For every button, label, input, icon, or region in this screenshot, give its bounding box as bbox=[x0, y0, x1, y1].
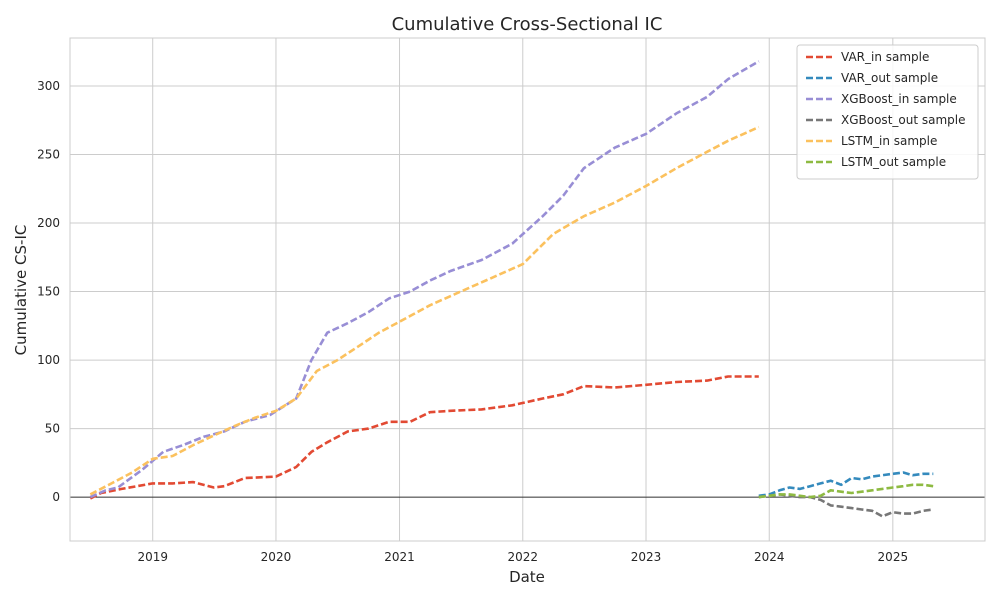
y-tick-label: 300 bbox=[37, 79, 60, 93]
x-tick-label: 2025 bbox=[878, 550, 909, 564]
series-line-xgboost-out-sample bbox=[758, 493, 934, 518]
plot-frame bbox=[69, 37, 986, 542]
x-tick-labels: 2019 2020 2021 2022 2023 2024 2025 bbox=[137, 550, 908, 564]
series-line-xgboost-in-sample bbox=[89, 60, 760, 499]
y-tick-label: 250 bbox=[37, 147, 60, 161]
series-line-var-out-sample bbox=[758, 471, 934, 498]
series-layer bbox=[89, 60, 934, 518]
y-tick-label: 0 bbox=[52, 490, 60, 504]
y-tick-label: 100 bbox=[37, 353, 60, 367]
legend-label: XGBoost_in sample bbox=[841, 92, 957, 106]
y-tick-labels: 0 50 100 150 200 250 300 bbox=[37, 79, 60, 504]
legend-label: XGBoost_out sample bbox=[841, 113, 966, 127]
x-tick-label: 2024 bbox=[754, 550, 785, 564]
series-line-lstm-in-sample bbox=[89, 125, 760, 496]
x-tick-label: 2021 bbox=[384, 550, 415, 564]
x-tick-label: 2019 bbox=[137, 550, 168, 564]
legend-box bbox=[796, 44, 979, 180]
chart-title: Cumulative Cross-Sectional IC bbox=[392, 14, 663, 35]
x-tick-label: 2022 bbox=[507, 550, 538, 564]
x-tick-label: 2020 bbox=[261, 550, 292, 564]
legend-label: LSTM_in sample bbox=[841, 134, 937, 148]
y-axis-label: Cumulative CS-IC bbox=[12, 225, 30, 356]
y-tick-label: 150 bbox=[37, 285, 60, 299]
legend: VAR_in sample VAR_out sample XGBoost_in sa… bbox=[796, 44, 979, 180]
legend-label: LSTM_out sample bbox=[841, 155, 946, 169]
x-tick-label: 2023 bbox=[631, 550, 662, 564]
legend-label: VAR_in sample bbox=[841, 50, 929, 64]
y-tick-label: 50 bbox=[45, 422, 60, 436]
x-axis-label: Date bbox=[509, 568, 545, 586]
series-line-var-in-sample bbox=[89, 375, 759, 500]
legend-label: VAR_out sample bbox=[841, 71, 938, 85]
y-tick-label: 200 bbox=[37, 216, 60, 230]
